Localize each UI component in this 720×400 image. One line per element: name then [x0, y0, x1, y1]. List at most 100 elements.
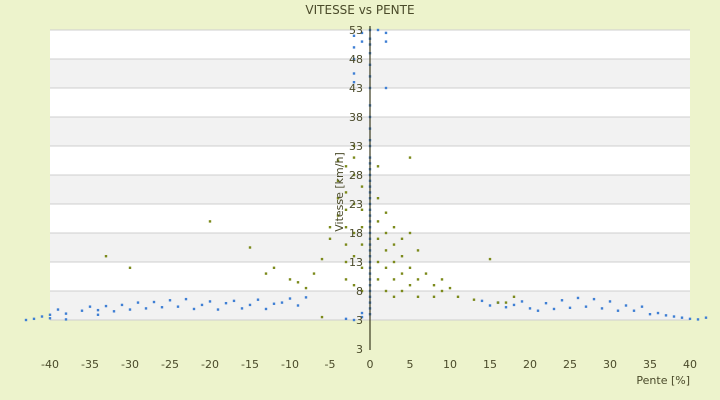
data-point-blue: [560, 299, 564, 302]
data-point-olive: [272, 266, 276, 269]
y-tick-label: 28: [349, 169, 363, 182]
x-tick-label: -30: [121, 358, 139, 371]
data-point-blue: [616, 309, 620, 312]
data-point-olive: [392, 260, 396, 264]
data-point-blue: [640, 305, 644, 308]
data-point-blue: [296, 304, 300, 307]
data-point-blue: [352, 72, 356, 75]
data-point-olive: [432, 295, 436, 298]
data-point-olive: [432, 284, 436, 287]
data-point-blue: [360, 315, 364, 319]
data-point-blue: [64, 312, 68, 315]
data-point-blue: [240, 307, 244, 310]
data-point-blue: [200, 303, 204, 307]
data-point-olive: [392, 226, 396, 229]
data-point-blue: [88, 305, 92, 308]
data-point-olive: [400, 237, 404, 240]
data-point-olive: [344, 226, 348, 229]
y-tick-label: 48: [349, 53, 363, 66]
data-point-blue: [352, 81, 356, 84]
data-point-olive: [360, 226, 364, 229]
x-tick-label: 40: [683, 358, 697, 371]
data-point-blue: [576, 296, 580, 300]
data-point-blue: [344, 317, 348, 321]
y-tick-label: 18: [349, 227, 363, 240]
data-point-olive: [408, 284, 412, 287]
data-point-olive: [352, 173, 356, 177]
data-point-olive: [336, 214, 340, 217]
data-point-blue: [280, 301, 284, 304]
y-tick-label: 3: [356, 343, 363, 356]
x-tick-label: 20: [523, 358, 537, 371]
data-point-olive: [384, 289, 388, 293]
data-point-blue: [232, 299, 236, 303]
data-point-olive: [248, 246, 252, 249]
data-point-blue: [288, 297, 292, 300]
data-point-blue: [192, 307, 196, 311]
data-point-olive: [328, 226, 332, 229]
data-point-blue: [32, 317, 36, 321]
data-point-blue: [96, 308, 100, 312]
x-tick-label: -10: [281, 358, 299, 371]
y-tick-label: 43: [349, 82, 363, 95]
data-point-blue: [48, 313, 52, 316]
y-axis-label: Vitesse [km/h]: [333, 152, 346, 232]
y-tick-label: 23: [349, 198, 363, 211]
data-point-olive: [352, 284, 356, 287]
data-point-blue: [568, 306, 572, 310]
data-point-blue: [592, 297, 596, 301]
data-point-olive: [352, 144, 356, 148]
data-point-olive: [416, 249, 420, 252]
y-tick-label: 33: [349, 140, 363, 153]
data-point-blue: [208, 300, 212, 303]
data-point-blue: [104, 304, 108, 308]
data-point-olive: [312, 272, 316, 275]
data-point-olive: [352, 156, 356, 159]
data-point-blue: [152, 300, 156, 304]
x-tick-label: 25: [563, 358, 577, 371]
data-point-olive: [296, 281, 300, 284]
x-axis-ticks: -40 -35 -30 -25 -20 -15 -10 -5 0 5 10 15 20 25 30 35 40: [41, 358, 697, 371]
data-point-olive: [424, 272, 428, 275]
chart-title: VITESSE vs PENTE: [305, 3, 414, 17]
data-point-olive: [384, 266, 388, 269]
data-point-olive: [360, 243, 364, 246]
data-point-olive: [360, 208, 364, 211]
data-point-olive: [352, 231, 356, 235]
data-point-olive: [128, 266, 132, 269]
data-point-blue: [136, 301, 140, 304]
data-point-blue: [352, 46, 356, 49]
data-point-olive: [512, 295, 516, 298]
data-point-olive: [400, 289, 404, 293]
data-point-blue: [680, 316, 684, 319]
data-point-blue: [384, 86, 388, 90]
data-point-blue: [664, 314, 668, 317]
data-point-olive: [376, 165, 380, 168]
data-point-olive: [344, 208, 348, 211]
data-point-olive: [336, 179, 340, 182]
data-point-olive: [288, 278, 292, 281]
data-point-olive: [400, 255, 404, 258]
data-point-blue: [632, 309, 636, 312]
data-point-blue: [384, 40, 388, 43]
data-point-blue: [688, 317, 692, 321]
data-point-blue: [512, 303, 516, 307]
data-point-olive: [376, 278, 380, 281]
data-point-olive: [376, 220, 380, 223]
data-point-blue: [624, 304, 628, 307]
data-point-olive: [440, 289, 444, 293]
data-point-blue: [304, 296, 308, 299]
data-point-olive: [352, 202, 356, 206]
x-tick-label: 35: [643, 358, 657, 371]
data-point-blue: [224, 301, 228, 305]
data-point-blue: [544, 301, 548, 305]
data-point-blue: [264, 307, 268, 311]
data-point-olive: [264, 272, 268, 275]
data-point-blue: [120, 303, 124, 307]
data-point-olive: [392, 243, 396, 246]
data-point-olive: [344, 243, 348, 246]
data-point-olive: [448, 286, 452, 290]
data-point-blue: [584, 305, 588, 308]
x-tick-label: 15: [483, 358, 497, 371]
data-point-blue: [352, 57, 356, 61]
